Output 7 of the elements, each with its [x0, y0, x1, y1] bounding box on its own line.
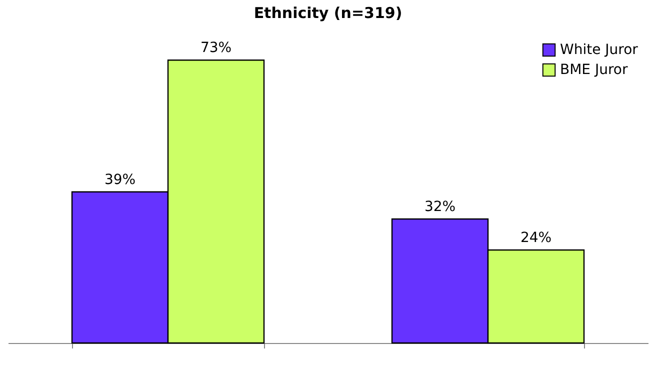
- data-label: 24%: [520, 230, 552, 246]
- data-label: 32%: [424, 199, 456, 215]
- data-label: 39%: [104, 172, 136, 188]
- data-label: 73%: [200, 40, 232, 56]
- chart-title: Ethnicity (n=319): [254, 4, 402, 22]
- legend-label: White Juror: [560, 42, 638, 58]
- legend-label: BME Juror: [560, 62, 628, 78]
